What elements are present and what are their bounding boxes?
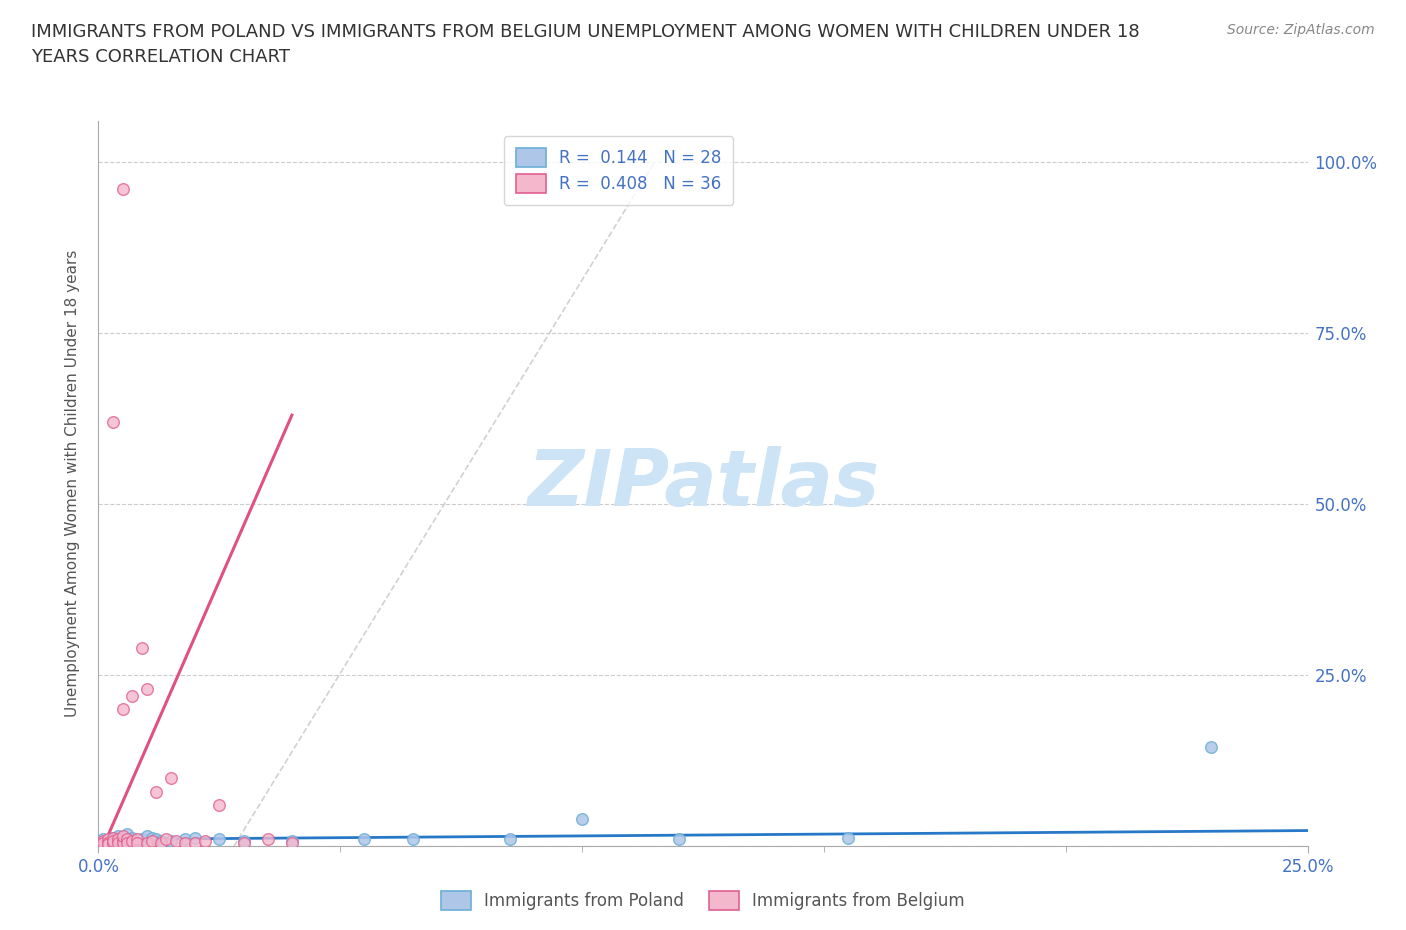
Point bbox=[160, 770, 183, 785]
Point bbox=[101, 415, 124, 430]
Point bbox=[111, 833, 134, 848]
Point bbox=[571, 812, 593, 827]
Point bbox=[155, 832, 177, 847]
Point bbox=[97, 833, 120, 848]
Point bbox=[91, 832, 114, 847]
Point bbox=[97, 835, 120, 850]
Point bbox=[91, 835, 114, 850]
Point bbox=[101, 833, 124, 848]
Point bbox=[117, 832, 139, 847]
Point bbox=[111, 835, 134, 850]
Point bbox=[141, 830, 163, 845]
Point bbox=[837, 830, 859, 845]
Y-axis label: Unemployment Among Women with Children Under 18 years: Unemployment Among Women with Children U… bbox=[65, 250, 80, 717]
Point bbox=[117, 827, 139, 842]
Point bbox=[135, 682, 157, 697]
Point bbox=[184, 835, 207, 850]
Text: Source: ZipAtlas.com: Source: ZipAtlas.com bbox=[1227, 23, 1375, 37]
Point bbox=[131, 641, 153, 656]
Point bbox=[101, 835, 124, 850]
Point bbox=[135, 835, 157, 850]
Point bbox=[101, 830, 124, 845]
Point bbox=[107, 829, 129, 844]
Point bbox=[127, 832, 149, 847]
Point bbox=[91, 833, 114, 848]
Point bbox=[184, 830, 207, 845]
Legend: R =  0.144   N = 28, R =  0.408   N = 36: R = 0.144 N = 28, R = 0.408 N = 36 bbox=[503, 137, 733, 205]
Point bbox=[150, 835, 173, 850]
Point bbox=[101, 835, 124, 850]
Point bbox=[127, 833, 149, 848]
Point bbox=[165, 833, 187, 848]
Point bbox=[208, 832, 231, 847]
Point bbox=[97, 837, 120, 852]
Point bbox=[498, 832, 520, 847]
Point bbox=[208, 798, 231, 813]
Point bbox=[141, 833, 163, 848]
Point bbox=[107, 835, 129, 850]
Point bbox=[1199, 739, 1222, 754]
Point bbox=[668, 832, 690, 847]
Point bbox=[121, 833, 143, 848]
Point bbox=[127, 835, 149, 850]
Legend: Immigrants from Poland, Immigrants from Belgium: Immigrants from Poland, Immigrants from … bbox=[434, 884, 972, 917]
Point bbox=[174, 832, 197, 847]
Point bbox=[111, 182, 134, 197]
Point bbox=[117, 832, 139, 847]
Point bbox=[353, 832, 375, 847]
Point bbox=[160, 833, 183, 848]
Point bbox=[232, 833, 254, 848]
Text: ZIPatlas: ZIPatlas bbox=[527, 445, 879, 522]
Point bbox=[281, 835, 304, 850]
Point bbox=[107, 832, 129, 847]
Point bbox=[135, 829, 157, 844]
Point bbox=[194, 833, 217, 848]
Point bbox=[402, 832, 425, 847]
Point bbox=[131, 832, 153, 847]
Point bbox=[145, 832, 167, 847]
Text: IMMIGRANTS FROM POLAND VS IMMIGRANTS FROM BELGIUM UNEMPLOYMENT AMONG WOMEN WITH : IMMIGRANTS FROM POLAND VS IMMIGRANTS FRO… bbox=[31, 23, 1139, 66]
Point bbox=[232, 835, 254, 850]
Point bbox=[150, 833, 173, 848]
Point bbox=[111, 833, 134, 848]
Point bbox=[121, 830, 143, 845]
Point bbox=[101, 830, 124, 845]
Point bbox=[111, 829, 134, 844]
Point bbox=[174, 835, 197, 850]
Point bbox=[281, 833, 304, 848]
Point bbox=[117, 835, 139, 850]
Point bbox=[111, 702, 134, 717]
Point bbox=[256, 832, 278, 847]
Point bbox=[145, 784, 167, 799]
Point bbox=[121, 688, 143, 703]
Point bbox=[97, 832, 120, 847]
